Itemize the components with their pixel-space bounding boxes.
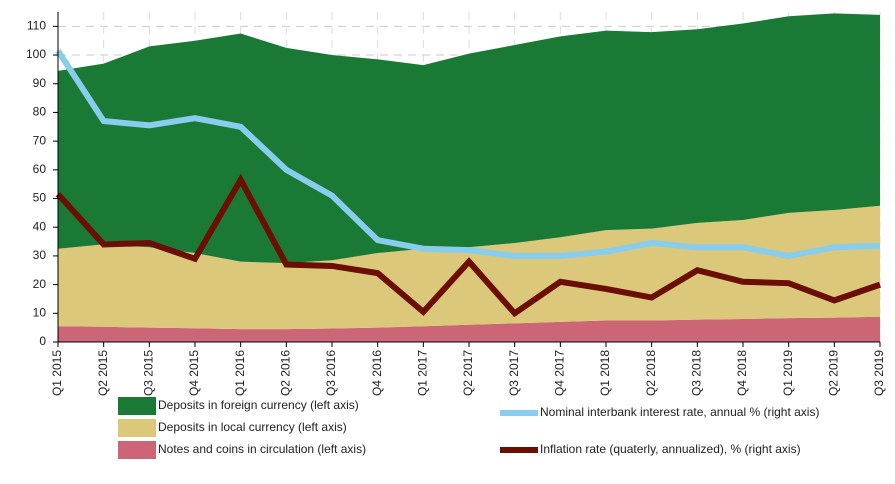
- x-tick-label: Q1 2016: [233, 350, 247, 396]
- x-tick-label: Q3 2017: [507, 350, 521, 396]
- line: [55, 173, 881, 318]
- area: [58, 316, 880, 342]
- y-tick-label: 20: [33, 277, 47, 291]
- line: [55, 49, 881, 259]
- y-tick-label: 60: [33, 162, 47, 176]
- x-tick-label: Q2 2018: [644, 350, 658, 396]
- y-tick-label: 90: [33, 76, 47, 90]
- area: [58, 13, 880, 264]
- x-tick-label: Q1 2017: [416, 350, 430, 396]
- legend: Notes and coins in circulation (left axi…: [118, 397, 819, 459]
- x-tick-label: Q2 2017: [461, 350, 475, 396]
- x-tick-label: Q3 2016: [324, 350, 338, 396]
- legend-swatch: [118, 397, 156, 415]
- legend-swatch: [118, 441, 156, 459]
- x-tick-label: Q4 2017: [553, 350, 567, 396]
- legend-label: Nominal interbank interest rate, annual …: [540, 405, 819, 419]
- y-tick-label: 70: [33, 133, 47, 147]
- x-tick-label: Q2 2015: [96, 350, 110, 396]
- y-tick-label: 0: [39, 334, 46, 348]
- legend-label: Notes and coins in circulation (left axi…: [158, 442, 366, 456]
- x-tick-label: Q4 2015: [187, 350, 201, 396]
- y-tick-label: 100: [26, 47, 46, 61]
- y-tick-label: 30: [33, 248, 47, 262]
- legend-label: Deposits in foreign currency (left axis): [158, 398, 359, 412]
- x-tick-label: Q1 2015: [50, 350, 64, 396]
- x-tick-label: Q3 2019: [872, 350, 886, 396]
- y-tick-label: 50: [33, 191, 47, 205]
- x-tick-label: Q1 2018: [598, 350, 612, 396]
- x-tick-label: Q3 2018: [690, 350, 704, 396]
- x-tick-label: Q2 2016: [279, 350, 293, 396]
- y-tick-label: 110: [27, 19, 46, 33]
- y-tick-label: 80: [33, 105, 47, 119]
- x-tick-label: Q1 2019: [781, 350, 795, 396]
- y-tick-label: 40: [33, 219, 47, 233]
- x-tick-label: Q2 2019: [827, 350, 841, 396]
- x-tick-label: Q4 2016: [370, 350, 384, 396]
- y-tick-label: 10: [33, 305, 47, 319]
- x-tick-label: Q3 2015: [142, 350, 156, 396]
- legend-swatch: [118, 419, 156, 437]
- legend-label: Deposits in local currency (left axis): [158, 420, 347, 434]
- x-tick-label: Q4 2018: [735, 350, 749, 396]
- legend-label: Inflation rate (quaterly, annualized), %…: [540, 442, 801, 456]
- area: [58, 205, 880, 330]
